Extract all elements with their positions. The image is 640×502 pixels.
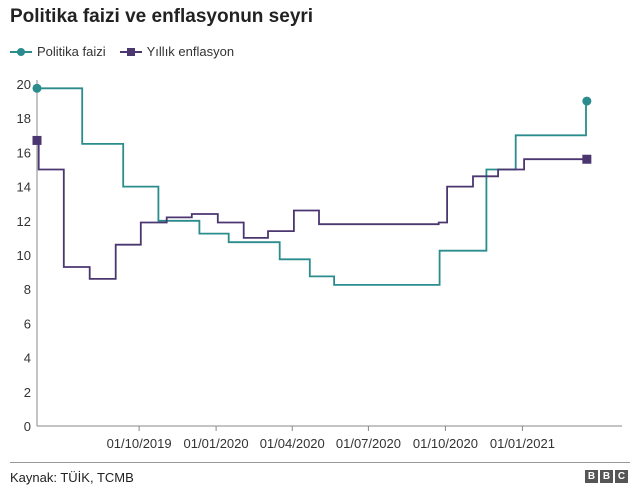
y-tick-label: 0: [24, 419, 31, 434]
y-tick-label: 18: [17, 111, 31, 126]
x-tick-label: 01/01/2020: [184, 436, 249, 451]
y-tick-label: 4: [24, 351, 31, 366]
policy-rate-line: [37, 87, 587, 286]
x-tick-label: 01/01/2021: [490, 436, 555, 451]
y-tick-label: 16: [17, 145, 31, 160]
y-tick-label: 20: [17, 77, 31, 92]
inflation-point: [32, 135, 42, 145]
legend-item-inflation: Yıllık enflasyon: [119, 44, 235, 59]
legend-label-policy-rate: Politika faizi: [37, 44, 106, 59]
policy-rate-point: [32, 83, 42, 93]
x-tick-label: 01/07/2020: [336, 436, 401, 451]
legend: Politika faizi Yıllık enflasyon: [10, 44, 248, 59]
bbc-logo: B B C: [583, 470, 628, 483]
x-tick-label: 01/10/2019: [107, 436, 172, 451]
y-tick-label: 14: [17, 180, 31, 195]
logo-letter: B: [600, 470, 613, 483]
y-tick-label: 8: [24, 282, 31, 297]
inflation-point: [582, 154, 592, 164]
logo-letter: C: [615, 470, 628, 483]
legend-label-inflation: Yıllık enflasyon: [146, 44, 235, 59]
legend-marker-inflation-icon: [119, 47, 142, 56]
footer-divider: [10, 462, 630, 463]
x-tick-label: 01/10/2020: [413, 436, 478, 451]
inflation-line: [37, 139, 587, 280]
policy-rate-point: [582, 96, 592, 106]
y-tick-label: 10: [17, 248, 31, 263]
legend-item-policy-rate: Politika faizi: [10, 44, 106, 59]
source-note: Kaynak: TÜİK, TCMB: [10, 470, 134, 485]
y-tick-label: 12: [17, 214, 31, 229]
x-tick-label: 01/04/2020: [260, 436, 325, 451]
line-chart: 0 2 4 6 8 10 12 14 16 18 20 01/10/2019 01/01/2020 01/…: [17, 77, 622, 451]
logo-letter: B: [585, 470, 598, 483]
legend-marker-policy-rate-icon: [10, 47, 32, 56]
chart-title: Politika faizi ve enflasyonun seyri: [10, 6, 314, 27]
y-tick-label: 6: [24, 316, 31, 331]
y-tick-label: 2: [24, 385, 31, 400]
